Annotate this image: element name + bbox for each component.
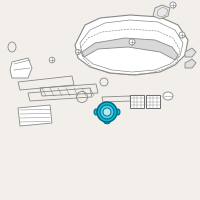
Ellipse shape bbox=[163, 92, 173, 100]
Ellipse shape bbox=[94, 109, 98, 115]
Ellipse shape bbox=[104, 120, 110, 124]
Polygon shape bbox=[18, 105, 52, 126]
Polygon shape bbox=[146, 95, 160, 108]
Circle shape bbox=[129, 39, 135, 45]
Circle shape bbox=[103, 108, 111, 116]
Circle shape bbox=[179, 32, 185, 38]
Polygon shape bbox=[82, 38, 178, 60]
Circle shape bbox=[100, 105, 114, 119]
Circle shape bbox=[76, 49, 80, 54]
Polygon shape bbox=[10, 58, 32, 78]
Polygon shape bbox=[75, 15, 188, 75]
Polygon shape bbox=[185, 59, 196, 68]
Polygon shape bbox=[185, 48, 196, 57]
Circle shape bbox=[170, 2, 176, 8]
Polygon shape bbox=[153, 5, 170, 19]
Ellipse shape bbox=[116, 109, 120, 115]
Circle shape bbox=[97, 102, 117, 122]
Circle shape bbox=[49, 57, 55, 63]
Polygon shape bbox=[130, 95, 144, 108]
